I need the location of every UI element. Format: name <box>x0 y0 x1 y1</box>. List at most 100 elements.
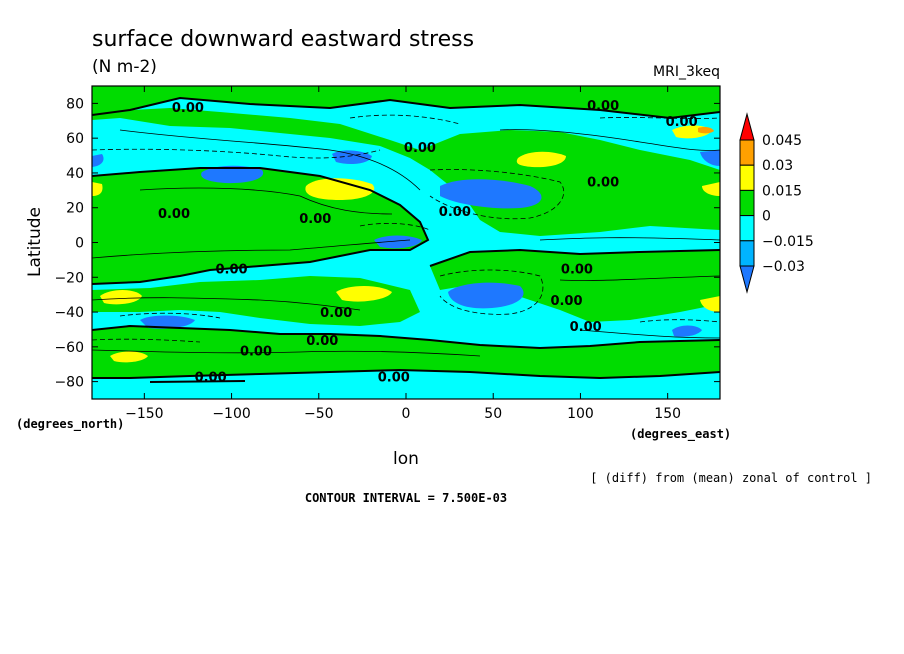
contour-label: 0.00 <box>561 263 593 278</box>
contour-field: 0.00 0.00 0.00 0.00 0.00 0.00 0.00 0.00 0.00 0.00… <box>92 86 720 399</box>
contour-label: 0.00 <box>172 101 204 116</box>
contour-line-zero <box>92 368 720 380</box>
contour-line <box>539 237 720 241</box>
colorbar-label: 0.045 <box>762 133 802 149</box>
fill-pos-core-east-asia-jet <box>305 178 375 200</box>
y-axis-label: Latitude <box>25 207 45 277</box>
contour-labels: 0.00 0.00 0.00 0.00 0.00 0.00 0.00 0.00 0.00 0.00… <box>158 99 698 385</box>
contour-line-zero <box>92 167 430 285</box>
fill-neg-core-south-indian <box>448 282 524 309</box>
colorbar-segment <box>739 139 755 166</box>
contour-label: 0.00 <box>570 320 602 335</box>
contour-line-dashed <box>439 269 544 315</box>
contour-label: 0.00 <box>439 205 471 220</box>
contour-line <box>139 187 393 215</box>
fill-neg-core-atlantic <box>332 150 372 164</box>
fill-pos-northmid-band <box>92 108 720 236</box>
colorbar-segment <box>739 215 755 242</box>
contour-label: 0.00 <box>216 263 248 278</box>
contour-line <box>119 129 421 191</box>
contour-line <box>92 297 361 311</box>
chart-units: (N m-2) <box>92 57 157 77</box>
contour-label: 0.00 <box>666 115 698 130</box>
contour-line-zero <box>92 96 720 120</box>
colorbar-label: 0.015 <box>762 183 802 199</box>
colorbar-arrow-bottom <box>739 265 755 294</box>
fill-pos-core-north-pacific <box>516 151 566 168</box>
fill-neg-core-north-pacific <box>440 179 542 209</box>
contour-line <box>92 239 411 259</box>
contour-label: 0.00 <box>587 99 619 114</box>
colorbar-segment <box>739 164 755 191</box>
x-tick-label: −150 <box>125 406 163 422</box>
fill-pos-southmid-band <box>92 276 420 326</box>
contour-line-dashed <box>349 114 461 125</box>
fill-pos-core-orange-north <box>698 127 714 134</box>
fill-pos-core-east-south <box>700 296 720 312</box>
contour-label: 0.00 <box>378 370 410 385</box>
y-tick-label: −20 <box>54 270 84 286</box>
colorbar-segment <box>739 240 755 267</box>
contour-line-zero <box>92 324 720 350</box>
x-tick-label: 50 <box>484 406 502 422</box>
x-tick-label: 100 <box>567 406 594 422</box>
fill-pos-core-south-west <box>100 290 142 305</box>
fill-pos-core-east-north <box>702 182 720 196</box>
colorbar-label: −0.015 <box>762 234 814 250</box>
x-axis-units: (degrees_east) <box>630 427 731 442</box>
contour-line-dashed <box>359 222 431 231</box>
y-tick-label: −60 <box>54 340 84 356</box>
contour-interval: CONTOUR INTERVAL = 7.500E-03 <box>305 491 507 505</box>
y-tick-label: −80 <box>54 375 84 391</box>
fill-pos-core-west-north <box>92 182 103 196</box>
contour-line-dashed <box>429 169 565 220</box>
contour-line-dashed <box>119 312 221 319</box>
contour-label: 0.00 <box>404 141 436 156</box>
y-tick-label: 20 <box>66 201 84 217</box>
contour-line-zero <box>149 380 246 383</box>
y-tick-label: 40 <box>66 166 84 182</box>
contour-label: 0.00 <box>158 207 190 222</box>
y-axis: −80 −60 −40 −20 0 20 40 60 80 <box>54 96 720 391</box>
diff-annotation: [ (diff) from (mean) zonal of control ] <box>590 471 872 485</box>
colorbar-label: 0.03 <box>762 158 793 174</box>
colorbar-label: 0 <box>762 209 771 225</box>
contour-label: 0.00 <box>320 306 352 321</box>
y-tick-label: −40 <box>54 305 84 321</box>
contour-label: 0.00 <box>195 370 227 385</box>
fill-neg-core-east-north <box>700 150 720 166</box>
contour-line <box>579 329 720 339</box>
contour-line-dashed <box>92 338 201 343</box>
fill-neg-core-south-pacific <box>140 315 195 329</box>
x-axis: −150 −100 −50 0 50 100 150 <box>125 86 681 422</box>
contour-line-zero <box>429 248 720 267</box>
x-tick-label: 150 <box>654 406 681 422</box>
y-tick-label: 0 <box>75 236 84 252</box>
fill-neg-core-east-pacific <box>672 325 702 337</box>
contour-label: 0.00 <box>240 344 272 359</box>
fill-neg-core-west <box>201 165 264 184</box>
x-tick-label: 0 <box>402 406 411 422</box>
y-axis-units: (degrees_north) <box>16 417 124 432</box>
fill-pos-core-south-high <box>110 351 148 363</box>
chart-title: surface downward eastward stress <box>92 27 474 52</box>
colorbar-arrow-top <box>739 112 755 141</box>
contour-lines-solid <box>92 129 720 357</box>
fill-neg-core-equator <box>374 235 422 249</box>
contour-line-dashed <box>639 319 720 323</box>
fill-neg-core-west-north <box>92 154 104 167</box>
x-tick-label: −100 <box>212 406 250 422</box>
contour-lines-dashed <box>92 114 720 343</box>
contour-label: 0.00 <box>587 176 619 191</box>
x-axis-label: lon <box>393 449 419 469</box>
contour-line <box>92 349 481 357</box>
contour-label: 0.00 <box>306 334 338 349</box>
contour-line-dashed <box>599 117 720 119</box>
contour-label: 0.00 <box>299 212 331 227</box>
contour-lines-zero <box>92 96 720 383</box>
fill-pos-southeast-band <box>430 250 720 322</box>
colorbar-label: −0.03 <box>762 259 805 275</box>
contour-line <box>559 275 720 281</box>
colorbar: 0.045 0.03 0.015 0 −0.015 −0.03 <box>739 112 814 294</box>
fill-pos-core-south-atlantic <box>336 286 392 302</box>
